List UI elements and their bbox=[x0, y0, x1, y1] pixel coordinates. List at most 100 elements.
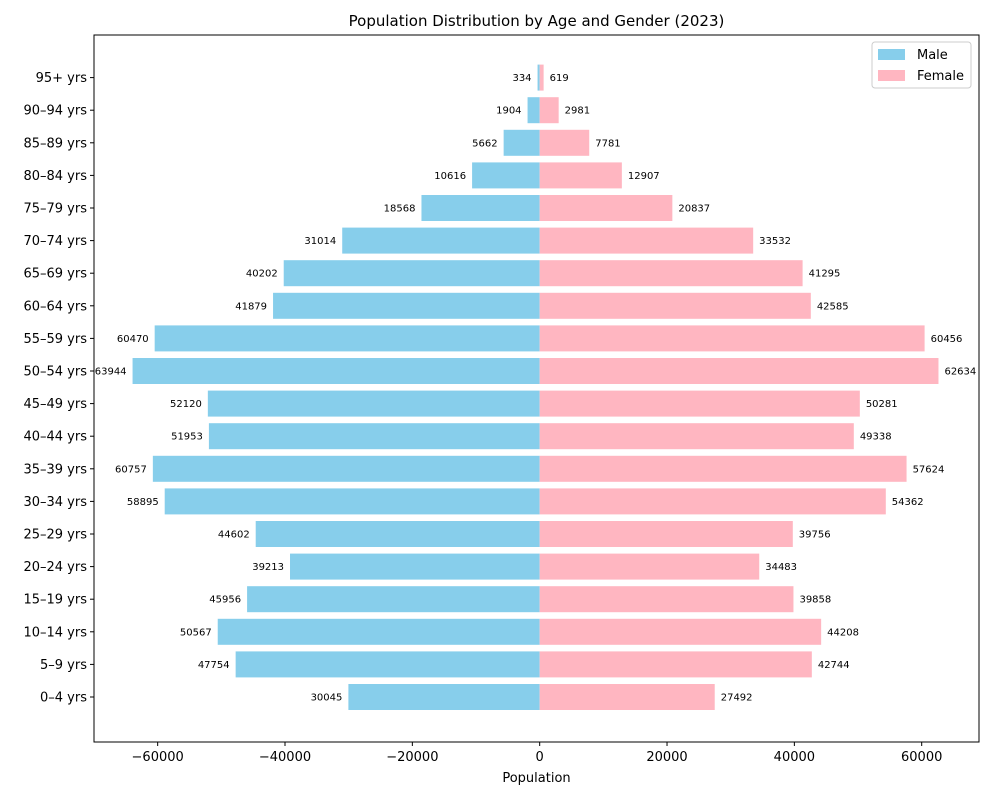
male-bar bbox=[164, 488, 540, 515]
male-bar bbox=[290, 553, 540, 580]
male-data-label: 60470 bbox=[117, 334, 149, 345]
female-data-label: 7781 bbox=[595, 138, 620, 149]
y-tick-label: 10–14 yrs bbox=[23, 625, 87, 640]
bars-layer bbox=[132, 64, 939, 710]
male-data-label: 18568 bbox=[384, 204, 416, 215]
female-data-label: 39858 bbox=[799, 595, 831, 606]
female-bar bbox=[539, 521, 793, 547]
male-data-label: 10616 bbox=[434, 171, 466, 182]
female-bar bbox=[539, 423, 854, 450]
y-tick-label: 35–39 yrs bbox=[23, 462, 87, 477]
plot-frame bbox=[93, 34, 980, 743]
female-data-label: 57624 bbox=[913, 464, 945, 475]
male-data-label: 30045 bbox=[311, 693, 343, 704]
female-bar bbox=[539, 195, 673, 221]
male-data-label: 52120 bbox=[170, 399, 202, 410]
y-tick-label: 85–89 yrs bbox=[23, 136, 87, 151]
female-data-label: 49338 bbox=[860, 432, 892, 443]
female-bar bbox=[539, 488, 886, 515]
female-data-label: 54362 bbox=[892, 497, 924, 508]
female-data-label: 34483 bbox=[765, 562, 797, 573]
female-bar bbox=[539, 162, 622, 189]
male-data-label: 45956 bbox=[209, 595, 241, 606]
male-bar bbox=[154, 325, 540, 352]
x-tick-label: −40000 bbox=[259, 750, 311, 765]
male-data-label: 1904 bbox=[496, 106, 521, 117]
male-data-label: 63944 bbox=[95, 367, 127, 378]
female-data-label: 41295 bbox=[809, 269, 841, 280]
male-data-label: 39213 bbox=[252, 562, 284, 573]
female-bar bbox=[539, 292, 811, 319]
male-data-label: 40202 bbox=[246, 269, 278, 280]
male-data-label: 44602 bbox=[218, 530, 250, 541]
data-labels-layer: 30045 47754 50567 45956 39213 44602 58895 60757… bbox=[95, 73, 977, 703]
female-legend-swatch bbox=[878, 70, 905, 81]
male-data-label: 41879 bbox=[235, 301, 267, 312]
female-data-label: 39756 bbox=[799, 530, 831, 541]
male-bar bbox=[421, 195, 540, 221]
female-legend-label: Female bbox=[917, 69, 964, 84]
female-data-label: 42744 bbox=[818, 660, 850, 671]
chart-title: Population Distribution by Age and Gende… bbox=[349, 12, 725, 30]
male-data-label: 51953 bbox=[171, 432, 203, 443]
x-tick-label: 60000 bbox=[901, 750, 942, 765]
y-tick-label: 40–44 yrs bbox=[23, 430, 87, 445]
male-data-label: 58895 bbox=[127, 497, 159, 508]
female-bar bbox=[539, 97, 559, 124]
y-tick-label: 30–34 yrs bbox=[23, 495, 87, 510]
male-bar bbox=[132, 358, 540, 384]
x-tick-label: 0 bbox=[536, 750, 544, 765]
female-bar bbox=[539, 260, 803, 287]
female-bar bbox=[539, 358, 939, 384]
y-tick-label: 95+ yrs bbox=[36, 71, 88, 86]
female-data-label: 44208 bbox=[827, 627, 859, 638]
male-bar bbox=[247, 586, 540, 613]
legend: Male Female bbox=[871, 41, 972, 89]
female-bar bbox=[539, 390, 860, 417]
male-bar bbox=[152, 455, 540, 482]
male-bar bbox=[342, 227, 540, 254]
y-tick-label: 15–19 yrs bbox=[23, 593, 87, 608]
male-bar bbox=[472, 162, 540, 189]
male-bar bbox=[537, 64, 540, 91]
x-tick-label: 20000 bbox=[646, 750, 687, 765]
male-bar bbox=[208, 423, 540, 450]
x-axis-label: Population bbox=[502, 771, 570, 786]
female-bar bbox=[539, 553, 760, 580]
x-axis: −60000 −40000 −20000 0 20000 40000 60000 bbox=[132, 742, 942, 765]
x-tick-label: −20000 bbox=[386, 750, 438, 765]
female-data-label: 12907 bbox=[628, 171, 660, 182]
male-bar bbox=[348, 684, 540, 710]
y-tick-label: 45–49 yrs bbox=[23, 397, 87, 412]
y-axis: 0–4 yrs 5–9 yrs 10–14 yrs 15–19 yrs 20–24 yr… bbox=[23, 71, 94, 706]
male-data-label: 31014 bbox=[304, 236, 336, 247]
female-bar bbox=[539, 227, 754, 254]
y-tick-label: 70–74 yrs bbox=[23, 234, 87, 249]
male-bar bbox=[273, 292, 540, 319]
male-legend-swatch bbox=[878, 49, 905, 60]
female-data-label: 20837 bbox=[678, 204, 710, 215]
female-data-label: 33532 bbox=[759, 236, 791, 247]
male-data-label: 334 bbox=[512, 73, 531, 84]
female-data-label: 619 bbox=[550, 73, 569, 84]
y-tick-label: 90–94 yrs bbox=[23, 104, 87, 119]
male-bar bbox=[207, 390, 540, 417]
y-tick-label: 60–64 yrs bbox=[23, 299, 87, 314]
y-tick-label: 0–4 yrs bbox=[40, 691, 87, 706]
male-data-label: 47754 bbox=[198, 660, 230, 671]
y-tick-label: 20–24 yrs bbox=[23, 560, 87, 575]
male-data-label: 5662 bbox=[472, 138, 497, 149]
y-tick-label: 25–29 yrs bbox=[23, 528, 87, 543]
y-tick-label: 55–59 yrs bbox=[23, 332, 87, 347]
female-data-label: 50281 bbox=[866, 399, 898, 410]
female-data-label: 27492 bbox=[721, 693, 753, 704]
y-tick-label: 5–9 yrs bbox=[40, 658, 87, 673]
female-data-label: 60456 bbox=[931, 334, 963, 345]
female-bar bbox=[539, 684, 715, 710]
female-bar bbox=[539, 129, 590, 156]
female-data-label: 2981 bbox=[565, 106, 590, 117]
male-bar bbox=[217, 618, 540, 645]
male-bar bbox=[235, 651, 540, 678]
female-bar bbox=[539, 325, 925, 352]
female-data-label: 62634 bbox=[944, 367, 976, 378]
